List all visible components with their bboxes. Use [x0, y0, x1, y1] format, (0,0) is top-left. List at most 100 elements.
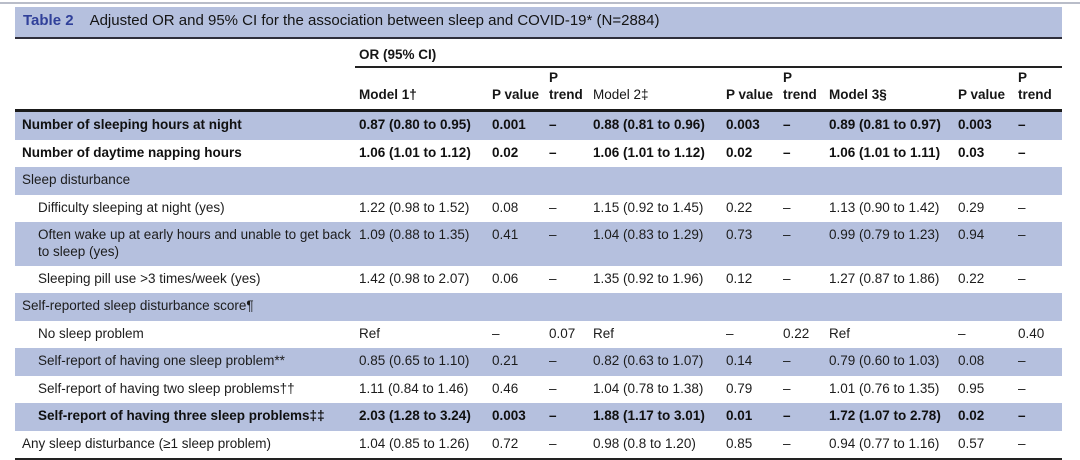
- data-cell-4: [589, 167, 722, 194]
- data-cell-9: –: [1018, 270, 1026, 286]
- data-cell-4: 1.06 (1.01 to 1.12): [593, 144, 705, 160]
- data-cell-6: –: [783, 435, 791, 451]
- data-cell-3: –: [549, 144, 557, 160]
- column-header-5: P value: [722, 67, 779, 113]
- column-header-row: Model 1† P value P trend Model 2‡ P value P t…: [15, 67, 1063, 113]
- data-cell-6: –: [783, 380, 791, 396]
- data-cell-5: 0.79: [726, 380, 753, 396]
- column-header-2: P value: [488, 67, 545, 113]
- data-cell-4: 1.04 (0.78 to 1.38): [593, 380, 704, 396]
- data-cell-5: 0.22: [726, 199, 753, 215]
- data-cell-1: 1.09 (0.88 to 1.35): [359, 227, 470, 243]
- table-title: Adjusted OR and 95% CI for the associati…: [89, 12, 660, 29]
- data-cell-4: [589, 293, 722, 320]
- data-cell-8: 0.95: [958, 380, 985, 396]
- data-cell-4: 0.82 (0.63 to 1.07): [593, 353, 704, 369]
- data-cell-9: –: [1018, 144, 1026, 160]
- data-cell-3: 0.07: [549, 325, 576, 341]
- column-header-4: Model 2‡: [589, 67, 722, 113]
- data-cell-2: 0.72: [492, 435, 519, 451]
- section-label: Sleep disturbance: [22, 172, 131, 188]
- data-cell-3: –: [549, 199, 557, 215]
- data-cell-2: 0.001: [492, 117, 526, 133]
- empty-corner-cell: [15, 39, 355, 67]
- data-cell-6: –: [783, 117, 791, 133]
- data-cell-2: [488, 293, 545, 320]
- data-cell-9: 0.40: [1018, 325, 1045, 341]
- data-cell-1: 0.85 (0.65 to 1.10): [359, 353, 470, 369]
- table2-container: Table 2 Adjusted OR and 95% CI for the a…: [15, 7, 1063, 460]
- data-cell-4: 1.04 (0.83 to 1.29): [593, 227, 704, 243]
- table-row: Often wake up at early hours and unable …: [15, 222, 1063, 266]
- data-cell-4: 0.88 (0.81 to 0.96): [593, 117, 705, 133]
- data-cell-8: 0.29: [958, 199, 985, 215]
- table-row: No sleep problem Ref – 0.07 Ref – 0.22 Ref – 0.40: [15, 321, 1062, 348]
- data-cell-5: [722, 167, 779, 194]
- data-cell-5: 0.73: [726, 227, 753, 243]
- data-cell-4: 0.98 (0.8 to 1.20): [593, 435, 696, 451]
- data-cell-9: –: [1018, 353, 1026, 369]
- data-cell-3: –: [549, 117, 557, 133]
- data-cell-9: –: [1018, 435, 1026, 451]
- data-cell-1: 1.04 (0.85 to 1.26): [359, 435, 470, 451]
- group-header-row: OR (95% CI): [15, 38, 1063, 69]
- data-cell-5: [722, 293, 779, 320]
- data-cell-8: [954, 293, 1014, 320]
- column-header-8: P value: [954, 67, 1014, 113]
- data-cell-9: –: [1018, 380, 1026, 396]
- data-cell-1: 1.11 (0.84 to 1.46): [359, 380, 469, 396]
- data-cell-9: –: [1018, 199, 1026, 215]
- data-cell-7: 1.13 (0.90 to 1.42): [829, 199, 940, 215]
- data-cell-6: –: [783, 408, 791, 424]
- data-cell-7: [825, 293, 954, 320]
- row-label: Sleeping pill use >3 times/week (yes): [38, 270, 261, 286]
- data-cell-2: 0.08: [492, 199, 519, 215]
- data-cell-6: 0.22: [783, 325, 810, 341]
- data-cell-8: 0.03: [958, 144, 985, 160]
- data-cell-6: –: [783, 270, 791, 286]
- data-cell-2: 0.21: [492, 353, 519, 369]
- data-cell-7: 0.94 (0.77 to 1.16): [829, 435, 940, 451]
- column-header-6: P trend: [779, 67, 825, 113]
- data-cell-2: 0.003: [492, 408, 526, 424]
- data-cell-5: 0.14: [726, 353, 753, 369]
- data-cell-3: –: [549, 408, 557, 424]
- data-cell-6: –: [783, 227, 791, 243]
- data-cell-7: 0.89 (0.81 to 0.97): [829, 117, 941, 133]
- data-cell-8: 0.003: [958, 117, 992, 133]
- row-label: Often wake up at early hours and unable …: [38, 227, 351, 259]
- table-number-tag: Table 2: [23, 12, 74, 29]
- data-cell-4: 1.88 (1.17 to 3.01): [593, 408, 705, 424]
- row-label: Any sleep disturbance (≥1 sleep problem): [22, 435, 272, 451]
- column-header-1: Model 1†: [355, 67, 488, 113]
- data-cell-4: 1.35 (0.92 to 1.96): [593, 270, 704, 286]
- data-cell-7: 1.06 (1.01 to 1.11): [829, 144, 941, 160]
- data-cell-6: [779, 293, 825, 320]
- data-cell-1: 1.06 (1.01 to 1.12): [359, 144, 471, 160]
- label-column-header: [15, 67, 355, 113]
- group-header-label: OR (95% CI): [359, 46, 437, 62]
- data-cell-1: 1.22 (0.98 to 1.52): [359, 199, 470, 215]
- data-cell-3: [545, 167, 589, 194]
- data-cell-8: 0.22: [958, 270, 985, 286]
- row-label: Self-report of having two sleep problems…: [38, 380, 295, 396]
- data-cell-2: 0.06: [492, 270, 519, 286]
- data-cell-8: 0.94: [958, 227, 985, 243]
- row-label: Difficulty sleeping at night (yes): [38, 199, 225, 215]
- data-cell-8: 0.08: [958, 353, 985, 369]
- data-cell-3: –: [549, 380, 557, 396]
- data-cell-6: –: [783, 199, 791, 215]
- section-header-row: Self-reported sleep disturbance score¶: [15, 293, 1063, 321]
- data-cell-5: 0.85: [726, 435, 753, 451]
- table-row: Self-report of having two sleep problems…: [15, 376, 1062, 403]
- table-row: Difficulty sleeping at night (yes) 1.22 (…: [15, 195, 1062, 222]
- data-cell-7: [825, 167, 954, 194]
- page-top-rule: [0, 2, 1080, 4]
- data-cell-2: [488, 167, 545, 194]
- data-cell-3: –: [549, 227, 557, 243]
- data-cell-2: 0.41: [492, 227, 519, 243]
- data-cell-9: [1014, 293, 1062, 320]
- table-row: Self-report of having one sleep problem*…: [15, 348, 1063, 376]
- data-cell-2: 0.46: [492, 380, 519, 396]
- data-cell-1: Ref: [359, 325, 381, 341]
